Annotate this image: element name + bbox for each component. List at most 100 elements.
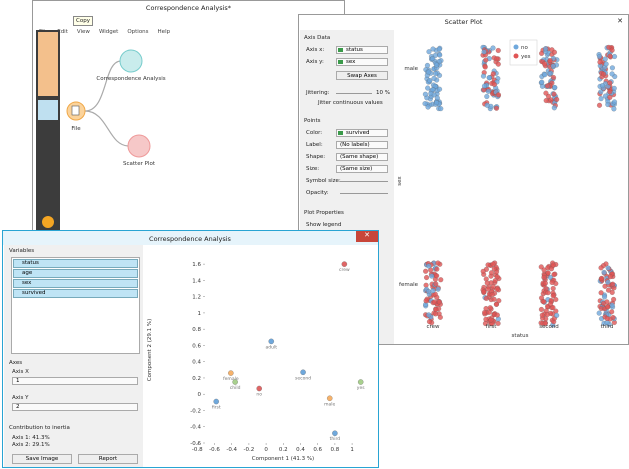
close-button[interactable]: ✕ <box>617 17 623 25</box>
checkbox[interactable]: Show legend <box>306 222 342 228</box>
point <box>543 90 549 96</box>
section-title: Axis Data <box>304 35 331 41</box>
menu-item[interactable]: View <box>76 29 90 35</box>
point <box>434 273 440 279</box>
combo[interactable]: sex <box>336 58 388 66</box>
point-label: female <box>223 376 239 382</box>
point <box>550 262 556 268</box>
point <box>551 75 557 81</box>
point <box>422 91 428 97</box>
point <box>547 71 553 77</box>
point <box>554 312 560 318</box>
point <box>429 273 435 279</box>
point <box>481 49 487 55</box>
variable-item[interactable]: sex <box>13 279 138 288</box>
file-icon <box>71 105 80 116</box>
scatter-plot: crew first second third male female status sex n… <box>397 39 618 339</box>
point <box>550 63 556 69</box>
point <box>543 46 549 52</box>
variable-item[interactable]: survived <box>13 289 138 298</box>
point <box>426 69 432 75</box>
ca-point <box>256 385 262 392</box>
menu-item[interactable]: Widget <box>98 29 119 35</box>
point <box>427 78 433 84</box>
combo[interactable]: status <box>336 46 388 54</box>
combo-value: sex <box>346 59 356 65</box>
variable-item[interactable]: status <box>13 259 138 268</box>
combo[interactable]: (Same size) <box>336 165 388 173</box>
point <box>434 62 440 68</box>
combo[interactable]: survived <box>336 129 388 137</box>
x-tick-label: -0.8 <box>192 447 203 453</box>
y-tick-label: 1.4 <box>192 278 201 284</box>
point <box>494 286 500 292</box>
point <box>602 294 608 300</box>
variable-item[interactable]: age <box>13 269 138 278</box>
point <box>426 289 432 295</box>
point <box>598 290 604 296</box>
slider[interactable] <box>340 193 388 194</box>
link <box>84 60 122 112</box>
close-button[interactable]: ✕ <box>356 231 378 242</box>
point <box>603 61 609 67</box>
point <box>605 279 611 285</box>
combo[interactable]: 2 <box>12 403 138 411</box>
section-title: Plot Properties <box>304 210 344 216</box>
point <box>544 83 550 89</box>
point <box>483 57 489 63</box>
point <box>432 291 438 297</box>
point <box>605 265 611 271</box>
slider[interactable] <box>340 181 388 182</box>
point <box>426 312 432 318</box>
y-tick-label: male <box>404 66 418 72</box>
point <box>490 45 496 51</box>
section-title: Points <box>304 118 321 124</box>
point <box>423 298 429 304</box>
report-button[interactable]: Report <box>78 454 138 464</box>
point <box>483 316 489 322</box>
label: Color: <box>306 130 323 136</box>
section-title: Variables <box>9 248 35 254</box>
point <box>486 309 492 315</box>
link <box>84 110 130 147</box>
combo[interactable]: (No labels) <box>336 141 388 149</box>
point-label: second <box>295 375 311 381</box>
ca-point <box>341 261 348 267</box>
point <box>605 304 611 310</box>
ca-point <box>332 430 338 436</box>
menu-item[interactable]: Options <box>127 29 149 35</box>
label: Axis y: <box>306 59 324 65</box>
point <box>597 59 603 65</box>
label: Shape: <box>306 154 326 160</box>
scatter-widget[interactable] <box>127 134 151 158</box>
widget-label: Correspondence Analysis <box>96 76 165 82</box>
point <box>542 320 548 326</box>
x-tick-label: third <box>601 324 614 330</box>
save-image-button[interactable]: Save Image <box>12 454 72 464</box>
point-label: child <box>230 385 241 391</box>
x-axis-title: Component 1 (41.3 %) <box>252 456 314 462</box>
ca-widget[interactable] <box>119 49 143 73</box>
title-bar <box>3 231 378 245</box>
label: Axis X <box>12 369 29 375</box>
menu-item[interactable]: Help <box>157 29 171 35</box>
combo[interactable]: (Same shape) <box>336 153 388 161</box>
point <box>538 306 544 312</box>
checkbox[interactable]: Jitter continuous values <box>318 100 383 106</box>
legend-marker <box>513 44 519 50</box>
widget-label: Scatter Plot <box>123 161 156 167</box>
point <box>542 61 548 67</box>
help-icon[interactable] <box>42 216 54 228</box>
ca-window: Correspondence Analysis ✕ Variables stat… <box>2 230 379 468</box>
menu-item[interactable]: Edit <box>57 29 68 35</box>
combo[interactable]: 1 <box>12 377 138 385</box>
point <box>490 284 496 290</box>
button[interactable]: Swap Axes <box>336 71 388 80</box>
point-label: adult <box>266 344 278 350</box>
x-tick-label: 0.8 <box>331 447 340 453</box>
point <box>598 265 604 271</box>
widget-label: File <box>71 126 81 132</box>
point <box>434 100 440 106</box>
slider[interactable] <box>336 93 372 94</box>
point <box>598 96 604 102</box>
